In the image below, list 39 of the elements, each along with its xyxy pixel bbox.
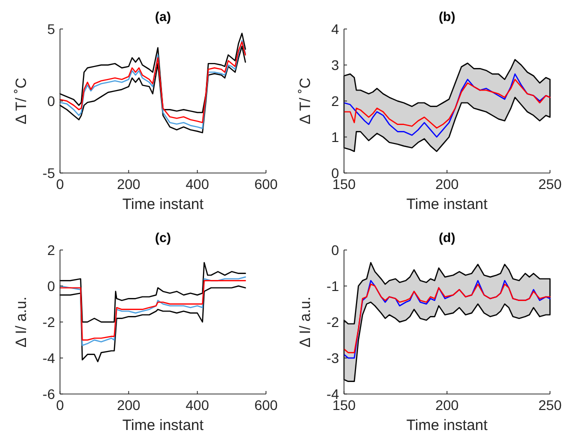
y-axis-title: Δ T/ ˚C bbox=[297, 77, 314, 124]
y-tick-label: -2 bbox=[326, 314, 340, 330]
x-tick-label: 600 bbox=[254, 176, 278, 192]
y-axis-title: Δ I/ a.u. bbox=[13, 296, 30, 348]
y-tick-label: 5 bbox=[47, 21, 56, 37]
y-tick-label: 4 bbox=[331, 21, 340, 37]
x-axis-title: Time instant bbox=[122, 417, 204, 434]
x-tick-label: 400 bbox=[186, 397, 210, 413]
y-tick-label: -5 bbox=[42, 165, 56, 181]
y-tick-label: 2 bbox=[331, 93, 340, 109]
y-tick-label: -3 bbox=[326, 350, 340, 366]
x-tick-label: 200 bbox=[116, 176, 141, 192]
y-tick-label: 0 bbox=[331, 242, 340, 258]
x-tick-label: 200 bbox=[435, 397, 459, 413]
x-tick-label: 600 bbox=[254, 397, 278, 413]
x-tick-label: 200 bbox=[116, 397, 141, 413]
x-axis-title: Time instant bbox=[406, 417, 488, 434]
y-tick-label: -6 bbox=[42, 386, 56, 402]
x-tick-label: 400 bbox=[186, 176, 210, 192]
y-tick-label: 0 bbox=[47, 278, 56, 294]
x-axis-title: Time instant bbox=[406, 196, 488, 213]
chart-title: (c) bbox=[155, 230, 171, 245]
y-tick-label: 0 bbox=[47, 93, 56, 109]
y-tick-label: -1 bbox=[326, 278, 340, 294]
chart-title: (a) bbox=[155, 9, 171, 24]
y-tick-label: 3 bbox=[331, 57, 340, 73]
y-tick-label: -4 bbox=[42, 350, 56, 366]
y-tick-label: 1 bbox=[331, 129, 340, 145]
y-axis-title: Δ T/ ˚C bbox=[13, 77, 30, 124]
x-axis-title: Time instant bbox=[122, 196, 204, 213]
y-tick-label: -2 bbox=[42, 314, 56, 330]
x-tick-label: 250 bbox=[538, 176, 562, 192]
x-tick-label: 200 bbox=[435, 176, 459, 192]
y-tick-label: 2 bbox=[47, 242, 56, 258]
chart-title: (d) bbox=[438, 230, 456, 245]
x-tick-label: 150 bbox=[332, 397, 356, 413]
x-tick-label: 250 bbox=[538, 397, 562, 413]
y-axis-title: Δ I/ a.u. bbox=[297, 296, 314, 348]
chart-title: (b) bbox=[438, 9, 456, 24]
